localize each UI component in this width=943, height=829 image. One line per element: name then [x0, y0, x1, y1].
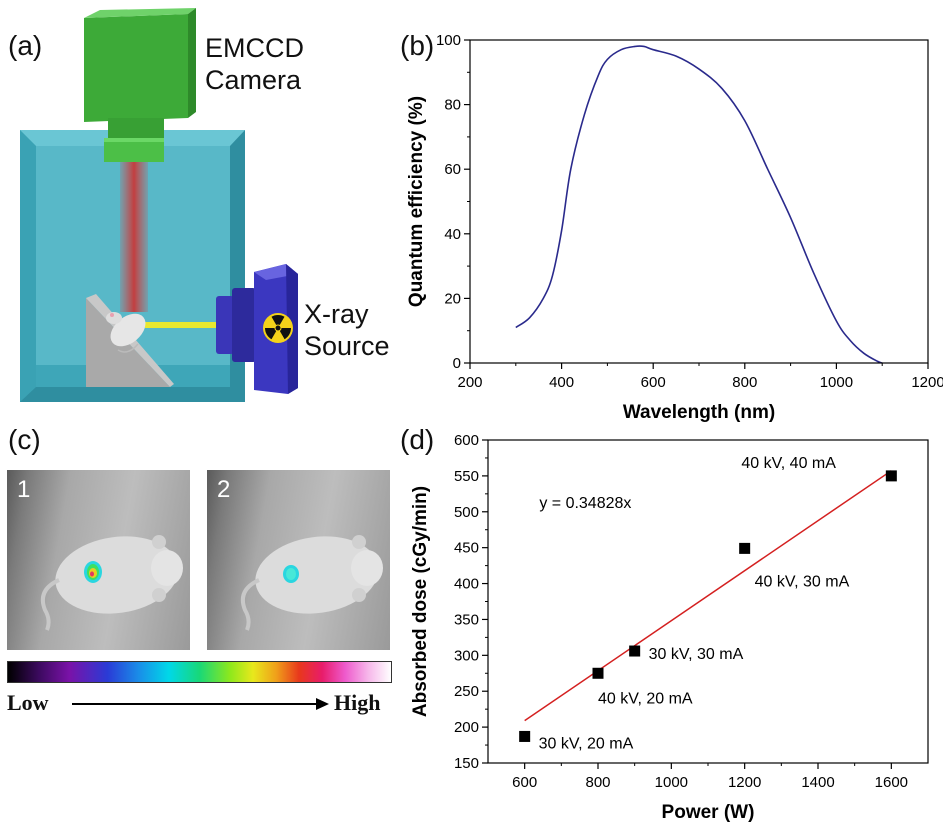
chart-b-x-tick-label: 600: [641, 374, 666, 391]
fit-equation-label: y = 0.34828x: [539, 495, 631, 512]
radiation-hazard-icon: [263, 313, 293, 343]
chart-d-y-tick-label: 200: [454, 719, 479, 736]
chart-d-frame: [487, 439, 929, 764]
chart-b-y-tick-label: 40: [444, 226, 461, 243]
chart-d-x-axis-label: Power (W): [662, 802, 755, 823]
low-to-high-arrow: [72, 698, 329, 710]
chart-d-x-tick-label: 800: [585, 774, 610, 791]
chart-d-x-tick-label: 1600: [875, 774, 908, 791]
data-point-label: 40 kV, 40 mA: [741, 455, 836, 472]
panel-a-label: (a): [8, 30, 43, 61]
chart-b-x-tick-label: 200: [457, 374, 482, 391]
chart-d-y-tick-label: 350: [454, 611, 479, 628]
mouse-sample: [106, 312, 146, 353]
camera-label: EMCCD Camera: [205, 32, 304, 96]
source-label: X-ray Source: [304, 298, 390, 362]
xray-luminescence-image-1: 1: [7, 470, 190, 650]
chart-b-frame: [469, 39, 929, 364]
data-point-marker: [629, 645, 641, 657]
mouse-silhouette-1: [40, 535, 183, 631]
mouse-silhouette-2: [240, 535, 383, 631]
data-point-label: 30 kV, 20 mA: [539, 735, 634, 752]
chart-b-x-tick-label: 400: [549, 374, 574, 391]
chart-b-y-tick-label: 20: [444, 290, 461, 307]
emccd-camera: [84, 8, 196, 162]
linear-fit-line: [524, 470, 892, 722]
chart-d-y-tick-label: 500: [454, 504, 479, 521]
chart-b-y-tick-label: 60: [444, 161, 461, 178]
chart-d-y-tick-label: 150: [454, 755, 479, 772]
intensity-colorbar: [7, 661, 392, 683]
data-point-label: 40 kV, 20 mA: [598, 690, 693, 707]
camera-label-line2: Camera: [205, 65, 302, 95]
chart-d-x-tick-label: 600: [512, 774, 537, 791]
data-point-marker: [519, 730, 531, 742]
chart-d-y-tick-label: 450: [454, 540, 479, 557]
chart-b-x-tick-label: 800: [732, 374, 757, 391]
chart-b-y-tick-label: 80: [444, 97, 461, 114]
xray-beam: [145, 322, 217, 328]
chart-d-x-tick-label: 1000: [655, 774, 688, 791]
colorbar-high-label: High: [334, 690, 381, 715]
source-label-line2: Source: [304, 331, 390, 361]
qe-curve-line: [515, 45, 883, 364]
chart-b-y-tick-label: 100: [436, 32, 461, 49]
chart-d-y-tick-label: 600: [454, 432, 479, 449]
chart-b-y-axis-label: Quantum efficiency (%): [406, 96, 427, 307]
chart-d-y-tick-label: 400: [454, 576, 479, 593]
chart-d-y-tick-label: 550: [454, 468, 479, 485]
camera-label-line1: EMCCD: [205, 33, 304, 63]
image-1-number: 1: [17, 476, 31, 503]
absorbed-dose-chart: 600 800 1000 1200 1400 1600 150 200 250 300 350 400…: [410, 432, 929, 823]
colorbar-low-label: Low: [7, 690, 49, 715]
data-point-label: 30 kV, 30 mA: [649, 646, 744, 663]
image-2-number: 2: [217, 476, 231, 503]
panel-c-label: (c): [8, 424, 41, 455]
setup-schematic: [20, 8, 298, 402]
panel-b-label: (b): [400, 30, 435, 61]
source-label-line1: X-ray: [304, 299, 369, 329]
data-point-marker: [592, 667, 604, 679]
data-point-marker: [739, 542, 751, 554]
chart-b-x-tick-label: 1000: [820, 374, 853, 391]
data-point-marker: [885, 470, 897, 482]
chart-b-x-tick-label: 1200: [911, 374, 943, 391]
quantum-efficiency-chart: 200 400 600 800 1000 1200 0 20 40 60 80 100 Wavelen…: [406, 32, 943, 423]
chart-d-x-tick-label: 1400: [801, 774, 834, 791]
chart-d-y-tick-label: 250: [454, 683, 479, 700]
chart-d-x-tick-label: 1200: [728, 774, 761, 791]
chart-b-y-tick-label: 0: [453, 355, 461, 372]
chart-b-x-axis-label: Wavelength (nm): [623, 402, 775, 423]
data-point-label: 40 kV, 30 mA: [755, 573, 850, 590]
chart-d-y-axis-label: Absorbed dose (cGy/min): [410, 486, 431, 717]
emission-beam: [120, 162, 148, 312]
xray-luminescence-image-2: 2: [207, 470, 390, 650]
panel-d-label: (d): [400, 424, 435, 455]
chart-d-y-tick-label: 300: [454, 647, 479, 664]
